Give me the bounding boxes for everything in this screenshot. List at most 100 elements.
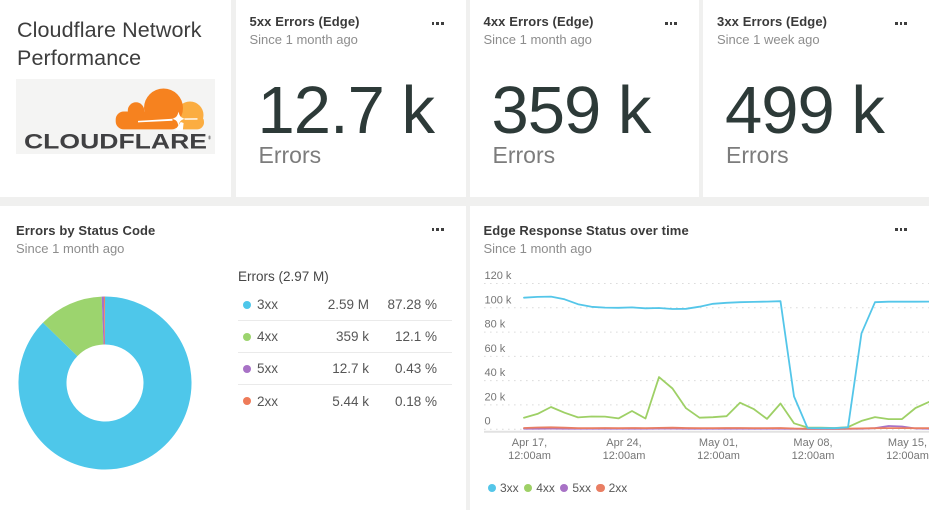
- menu-dot: [436, 228, 439, 231]
- chart-legend-item[interactable]: 4xx: [523, 481, 555, 495]
- card-subtitle: Since 1 month ago: [16, 240, 125, 256]
- x-axis-label: May 01,: [698, 437, 737, 449]
- x-axis-label: May 15,: [887, 437, 926, 449]
- chart-legend-item[interactable]: 2xx: [596, 481, 627, 495]
- card-title: 3xx Errors (Edge): [717, 14, 828, 29]
- y-axis-label: 120 k: [484, 270, 511, 282]
- billboard-unit-label: Errors: [258, 142, 322, 168]
- card-menu-ellipsis-icon[interactable]: [895, 22, 907, 25]
- card-menu-ellipsis-icon[interactable]: [431, 22, 444, 25]
- x-axis-label: May 08,: [793, 437, 832, 449]
- legend-label: 5xx: [257, 361, 279, 376]
- legend-dot-icon: [243, 332, 251, 341]
- legend-value: 2.59 M: [327, 297, 369, 312]
- y-axis-label: 40 k: [484, 367, 505, 379]
- legend-dot-icon: [243, 300, 251, 309]
- card-title: Errors by Status Code: [16, 222, 156, 238]
- donut-legend-row[interactable]: 4xx 359 k 12.1 %: [238, 321, 452, 353]
- donut-legend: Errors (2.97 M) 3xx 2.59 M 87.28 % 4xx 359 k…: [238, 269, 452, 417]
- chart-legend: 3xx 4xx 5xx 2xx: [487, 481, 633, 495]
- legend-dot-icon: [596, 483, 605, 493]
- legend-percent: 87.28 %: [387, 297, 437, 312]
- x-axis-label: 12:00am: [508, 450, 551, 462]
- series-line-2xx: [522, 426, 929, 430]
- card-header: 3xx Errors (Edge) Since 1 week ago: [717, 14, 827, 46]
- menu-dot: [436, 22, 439, 25]
- billboard-5xx-errors: 5xx Errors (Edge) Since 1 month ago 12.7…: [235, 0, 466, 197]
- menu-dot: [904, 228, 907, 231]
- legend-value: 359 k: [335, 329, 369, 344]
- donut-legend-row[interactable]: 5xx 12.7 k 0.43 %: [238, 353, 452, 385]
- donut-slice-4xx: [42, 296, 105, 358]
- legend-dot-icon: [559, 483, 569, 493]
- menu-dot: [440, 228, 444, 231]
- card-title: 5xx Errors (Edge): [249, 14, 360, 29]
- legend-dot-icon: [243, 397, 251, 405]
- donut-legend-title: Errors (2.97 M): [238, 269, 329, 284]
- legend-label: 2xx: [608, 481, 628, 495]
- menu-dot: [674, 22, 677, 25]
- menu-dot: [904, 22, 907, 25]
- legend-label: 2xx: [257, 393, 279, 409]
- donut-legend-row[interactable]: 3xx 2.59 M 87.28 %: [238, 289, 452, 321]
- card-menu-ellipsis-icon[interactable]: [431, 228, 444, 231]
- chart-legend-item[interactable]: 5xx: [559, 481, 592, 495]
- card-title: 4xx Errors (Edge): [483, 14, 594, 29]
- legend-label: 5xx: [572, 481, 592, 495]
- chart-shape: [184, 118, 198, 120]
- card-header: Errors by Status Code Since 1 month ago: [16, 223, 155, 255]
- edge-response-status-card: Edge Response Status over time Since 1 m…: [469, 206, 929, 510]
- card-menu-ellipsis-icon[interactable]: [895, 228, 907, 231]
- legend-percent: 0.18 %: [394, 393, 437, 409]
- x-axis-label: 12:00am: [602, 450, 645, 462]
- menu-dot: [895, 22, 898, 25]
- x-axis-label: Apr 17,: [511, 437, 546, 449]
- x-axis-label: 12:00am: [791, 450, 834, 462]
- x-axis-label: Apr 24,: [606, 437, 641, 449]
- legend-dot-icon: [243, 364, 251, 373]
- chart-shape: [175, 122, 184, 131]
- menu-dot: [440, 22, 444, 25]
- card-header: Edge Response Status over time Since 1 m…: [484, 223, 689, 255]
- billboard-value: 499 k: [725, 73, 885, 148]
- menu-dot: [899, 22, 903, 25]
- legend-dot-icon: [523, 483, 533, 493]
- x-axis-label: 12:00am: [886, 450, 929, 462]
- card-title: Edge Response Status over time: [483, 222, 689, 238]
- menu-dot: [899, 228, 903, 231]
- card-subtitle: Since 1 week ago: [717, 32, 820, 47]
- card-subtitle: Since 1 month ago: [483, 32, 592, 47]
- cloudflare-logo-image: CLOUDFLARE: [24, 88, 211, 154]
- donut-slice-3xx: [18, 296, 192, 470]
- menu-dot: [665, 22, 668, 25]
- y-axis-label: 60 k: [484, 343, 505, 355]
- menu-dot: [669, 22, 673, 25]
- y-axis-label: 80 k: [484, 319, 505, 331]
- series-line-4xx: [522, 376, 929, 429]
- billboard-value: 12.7 k: [257, 73, 436, 148]
- card-header: 4xx Errors (Edge) Since 1 month ago: [484, 14, 594, 46]
- x-axis-label: 12:00am: [697, 450, 740, 462]
- billboard-unit-label: Errors: [726, 142, 789, 168]
- cloudflare-logo: CLOUDFLARE: [16, 79, 215, 154]
- card-subtitle: Since 1 month ago: [249, 32, 358, 47]
- legend-percent: 0.43 %: [394, 361, 437, 376]
- legend-label: 4xx: [536, 481, 555, 495]
- card-header: 5xx Errors (Edge) Since 1 month ago: [250, 14, 360, 46]
- legend-value: 12.7 k: [332, 361, 369, 376]
- errors-by-status-code-card: Errors by Status Code Since 1 month ago …: [0, 206, 466, 510]
- chart-shape: [208, 135, 211, 140]
- menu-dot: [431, 228, 435, 231]
- donut-legend-row[interactable]: 2xx 5.44 k 0.18 %: [238, 385, 452, 417]
- legend-label: 3xx: [257, 297, 279, 312]
- card-menu-ellipsis-icon[interactable]: [665, 22, 677, 25]
- legend-value: 5.44 k: [332, 393, 369, 409]
- card-subtitle: Since 1 month ago: [483, 240, 592, 256]
- dashboard-title: Cloudflare Network Performance: [17, 17, 202, 70]
- chart-legend-item[interactable]: 3xx: [487, 481, 519, 495]
- billboard-value: 359 k: [491, 73, 652, 148]
- donut-chart: [18, 296, 192, 470]
- legend-label: 4xx: [257, 329, 279, 344]
